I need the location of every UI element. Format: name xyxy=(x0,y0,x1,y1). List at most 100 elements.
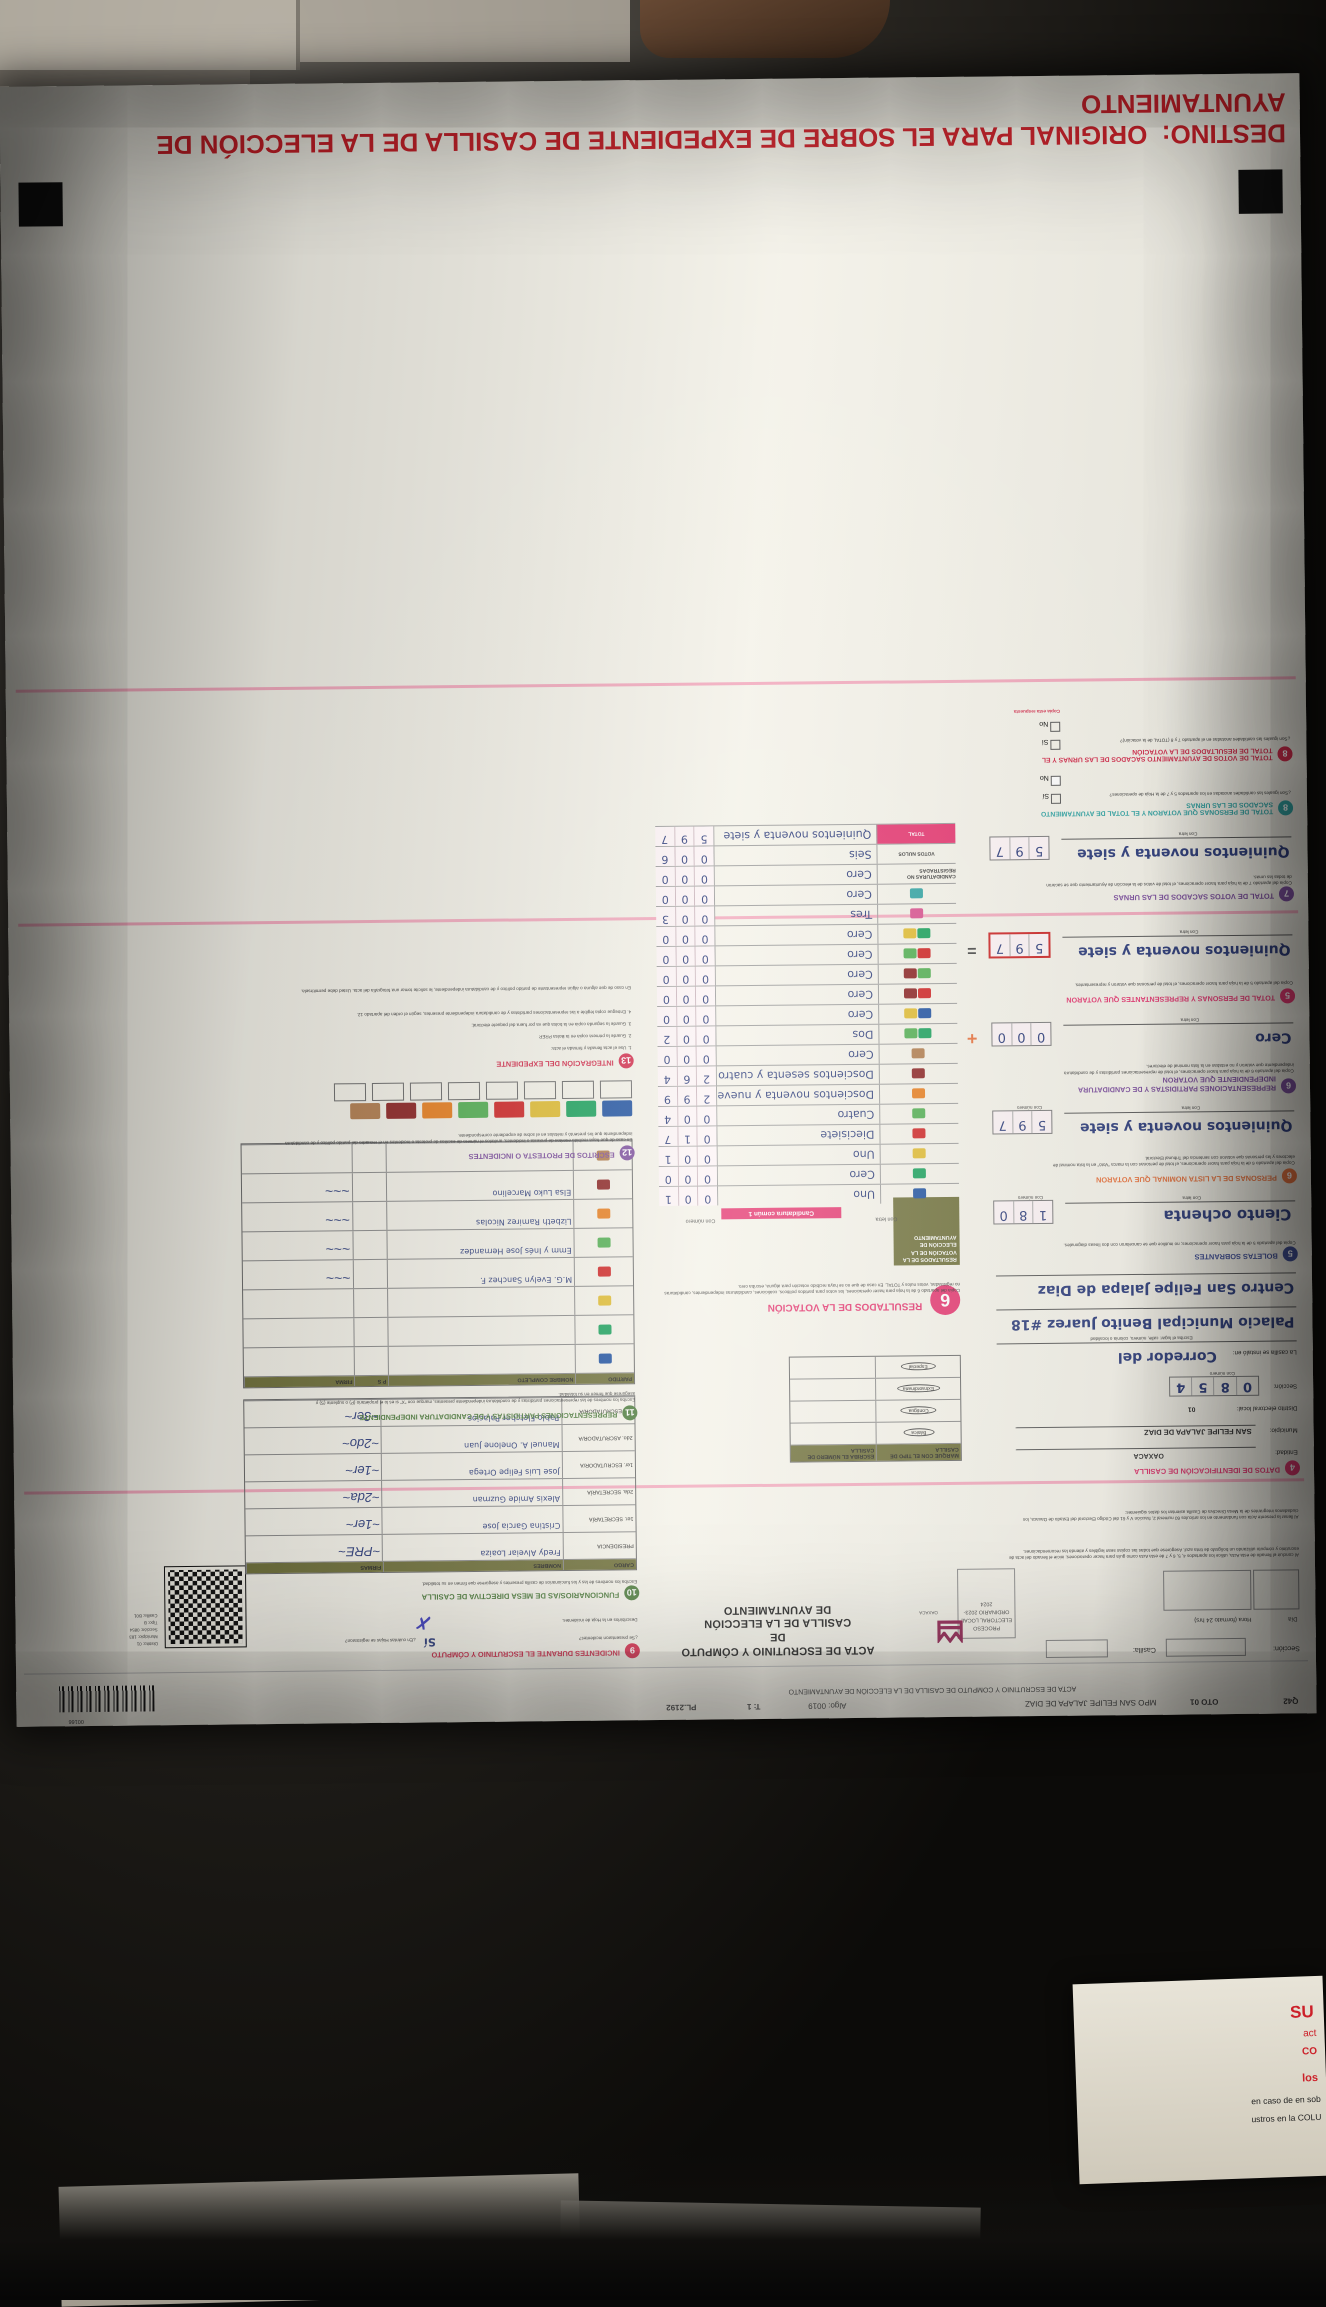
vote-word-cell[interactable]: Cero xyxy=(714,964,878,986)
ps-cell[interactable] xyxy=(353,1317,388,1347)
protest-count-box-prd[interactable] xyxy=(523,1081,557,1100)
rep-nombre-cell[interactable] xyxy=(386,1315,575,1346)
rep-nombre-cell[interactable] xyxy=(387,1344,576,1375)
si-checkbox-8b[interactable] xyxy=(1050,739,1061,750)
section-8-no[interactable]: No xyxy=(1040,774,1061,786)
protest-count-box-pup[interactable] xyxy=(333,1083,367,1102)
vote-word-cell[interactable]: Uno xyxy=(717,1184,881,1206)
casilla-num-cell-1[interactable] xyxy=(790,1401,876,1423)
firma-cell[interactable]: ~1er~ xyxy=(345,1516,381,1533)
nombre-cell[interactable]: Cristina Garcia Jose xyxy=(381,1506,563,1534)
nombre-cell[interactable]: Manuel A. Onelone Juan xyxy=(380,1425,562,1453)
vote-word-cell[interactable]: Dos xyxy=(715,1024,879,1046)
protest-count-box-pan[interactable] xyxy=(599,1080,633,1099)
vote-word-cell[interactable]: Tres xyxy=(714,904,878,926)
vote-word-cell[interactable]: Cero xyxy=(713,884,878,906)
vote-word-cell[interactable]: Cero xyxy=(716,1164,880,1186)
casilla-type-table[interactable]: MARQUE CON EL TIPO DE CASILLA ESCRIBA EL… xyxy=(788,1354,962,1463)
protest-count-box-morena[interactable] xyxy=(371,1082,405,1102)
vote-word-cell[interactable]: Doscientos sesenta y cuatro xyxy=(715,1064,879,1086)
ps-cell[interactable] xyxy=(352,1230,387,1260)
reps-digit-boxes[interactable]: 0 0 0 xyxy=(991,1021,1052,1047)
vote-word-cell[interactable]: Cero xyxy=(715,1044,879,1066)
section-8-si[interactable]: Sí xyxy=(1042,792,1062,804)
casilla-type-basica[interactable]: Básica xyxy=(903,1428,935,1437)
rep-firma-cell[interactable] xyxy=(243,1318,353,1347)
rep-nombre-cell[interactable]: Lizbeth Ramirez Nicolas xyxy=(385,1199,574,1230)
nominal-digit-boxes[interactable]: 5 9 7 xyxy=(992,1109,1053,1135)
vote-word-cell[interactable]: Diecisiete xyxy=(716,1124,880,1146)
ps-cell[interactable] xyxy=(351,1172,386,1202)
protest-count-box-mc[interactable] xyxy=(409,1082,443,1101)
rep-firma-cell[interactable] xyxy=(243,1289,353,1318)
rep-nombre-cell[interactable]: Emm y Inés Jose Hernandez xyxy=(386,1228,574,1259)
vote-word-cell[interactable]: Cero xyxy=(713,864,877,886)
rep-nombre-cell[interactable]: M.G. Evelyn Sanchez F. xyxy=(386,1257,575,1288)
ps-cell[interactable] xyxy=(352,1259,387,1289)
vote-word-cell[interactable]: Uno xyxy=(716,1144,880,1166)
vote-word-cell[interactable]: Cero xyxy=(715,1004,879,1026)
boletas-digit-boxes[interactable]: 1 8 0 xyxy=(993,1199,1054,1225)
nombre-cell[interactable]: Jose Luis Felipe Ortega xyxy=(381,1452,562,1480)
seccion-value-box-top[interactable] xyxy=(1165,1637,1246,1657)
rep-firma-cell[interactable]: ~~~ xyxy=(325,1183,350,1200)
no-checkbox-8b[interactable] xyxy=(1050,721,1061,732)
vote-word-cell[interactable]: Doscientos noventa y nueve xyxy=(715,1084,880,1106)
rep-firma-cell[interactable]: ~~~ xyxy=(325,1212,351,1229)
protest-count-box-pt[interactable] xyxy=(485,1081,519,1100)
vote-word-cell[interactable]: Cuatro xyxy=(716,1104,880,1126)
si-checkbox-8[interactable] xyxy=(1050,793,1062,804)
firma-cell[interactable]: ~2do~ xyxy=(342,1435,380,1452)
ps-cell[interactable] xyxy=(353,1346,388,1376)
protest-count-box-pri[interactable] xyxy=(561,1080,595,1100)
vote-word-cell[interactable]: Cero xyxy=(714,924,878,946)
hour-box[interactable] xyxy=(1163,1569,1252,1611)
rep-nombre-cell[interactable] xyxy=(386,1286,575,1317)
day-box[interactable] xyxy=(1253,1569,1300,1610)
nombre-cell[interactable]: Fredy Alveiar Loaiza xyxy=(382,1533,563,1561)
casilla-type-especial[interactable]: Especial xyxy=(900,1362,936,1371)
casilla-type-contigua[interactable]: Contigua xyxy=(900,1406,937,1415)
urnas-digit-boxes[interactable]: 5 9 7 xyxy=(989,835,1050,861)
totalpers-digit-boxes[interactable]: 5 9 7 xyxy=(988,931,1051,959)
ps-cell[interactable] xyxy=(351,1201,387,1231)
rep-firma-cell[interactable]: ~~~ xyxy=(325,1241,351,1258)
rep-nombre-cell[interactable]: Elsa Luko Marcelino xyxy=(385,1170,574,1201)
vote-word-cell[interactable]: Cero xyxy=(714,944,878,966)
protest-count-boxes[interactable] xyxy=(328,1080,633,1102)
vote-word-cell[interactable]: Seis xyxy=(713,844,877,866)
protest-party-row[interactable] xyxy=(344,1100,633,1120)
rep-firma-cell[interactable]: ~~~ xyxy=(326,1270,351,1287)
casilla-value-box-top[interactable] xyxy=(1045,1639,1108,1658)
rep-firma-cell[interactable] xyxy=(242,1144,352,1173)
ps-cell[interactable] xyxy=(351,1143,386,1173)
rep-firma-cell[interactable] xyxy=(244,1347,354,1376)
firma-cell[interactable]: ~2da~ xyxy=(342,1489,380,1506)
ps-cell[interactable] xyxy=(352,1288,387,1318)
vote-word-cell[interactable]: Quinientos noventa y siete xyxy=(713,824,877,846)
nombre-cell[interactable]: Alexis Amide Guzman xyxy=(381,1479,563,1507)
section-8b-si[interactable]: Sí xyxy=(1042,738,1061,750)
casilla-num-cell-0[interactable] xyxy=(790,1423,876,1445)
casilla-num-cell-3[interactable] xyxy=(790,1357,876,1379)
vote-word-cell[interactable]: Cero xyxy=(714,984,879,1006)
